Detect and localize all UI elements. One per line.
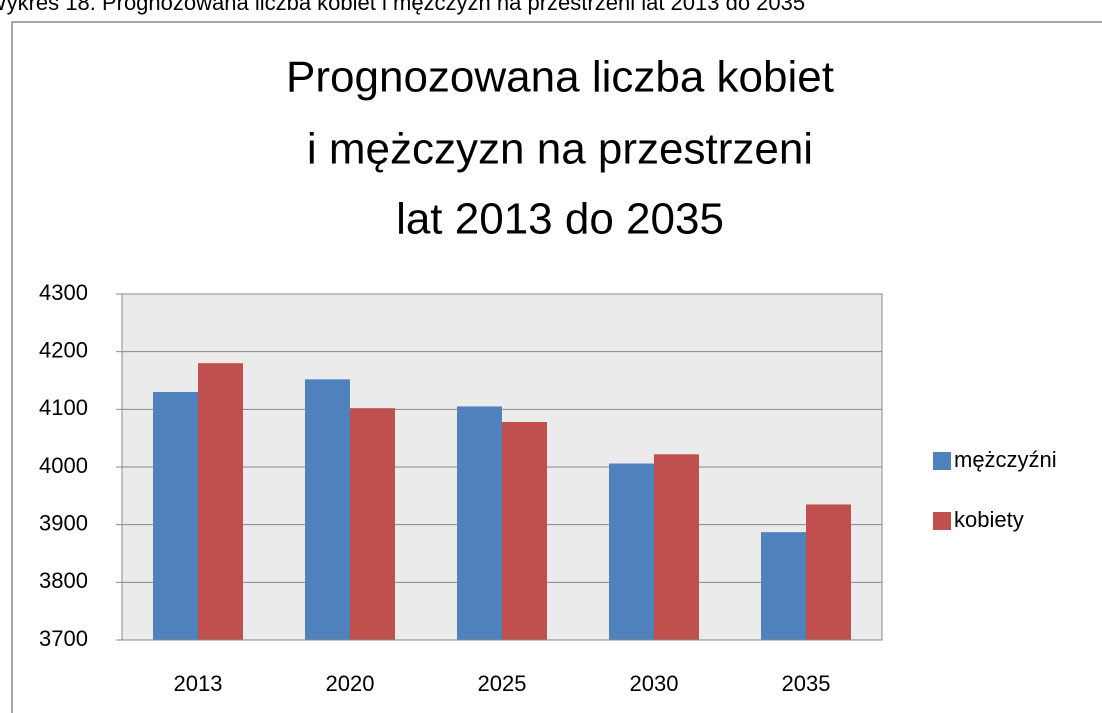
y-tick-label: 4300 (39, 280, 88, 305)
bar (198, 363, 243, 640)
legend-label: mężczyźni (954, 447, 1057, 472)
bar (502, 422, 547, 640)
bar (654, 454, 699, 640)
x-tick-label: 2025 (478, 671, 527, 696)
x-tick-label: 2020 (326, 671, 375, 696)
bar (761, 532, 806, 640)
x-tick-label: 2035 (782, 671, 831, 696)
bar (609, 463, 654, 640)
y-tick-label: 3700 (39, 626, 88, 651)
chart-title: i mężczyzn na przestrzeni (307, 125, 813, 174)
chart-title: lat 2013 do 2035 (396, 195, 724, 244)
caption: Wykres 18. Prognozowana liczba kobiet i … (0, 0, 805, 15)
legend-label: kobiety (954, 507, 1024, 532)
y-tick-label: 4000 (39, 453, 88, 478)
x-tick-label: 2030 (630, 671, 679, 696)
bar (305, 379, 350, 640)
bar (350, 408, 395, 640)
bar (153, 392, 198, 640)
legend-swatch (933, 452, 951, 470)
y-tick-label: 3800 (39, 568, 88, 593)
bar (457, 406, 502, 640)
chart-title: Prognozowana liczba kobiet (286, 53, 834, 102)
x-tick-label: 2013 (174, 671, 223, 696)
legend-swatch (933, 512, 951, 530)
bar (806, 504, 851, 640)
y-tick-label: 4200 (39, 337, 88, 362)
y-tick-label: 3900 (39, 510, 88, 535)
y-tick-label: 4100 (39, 395, 88, 420)
